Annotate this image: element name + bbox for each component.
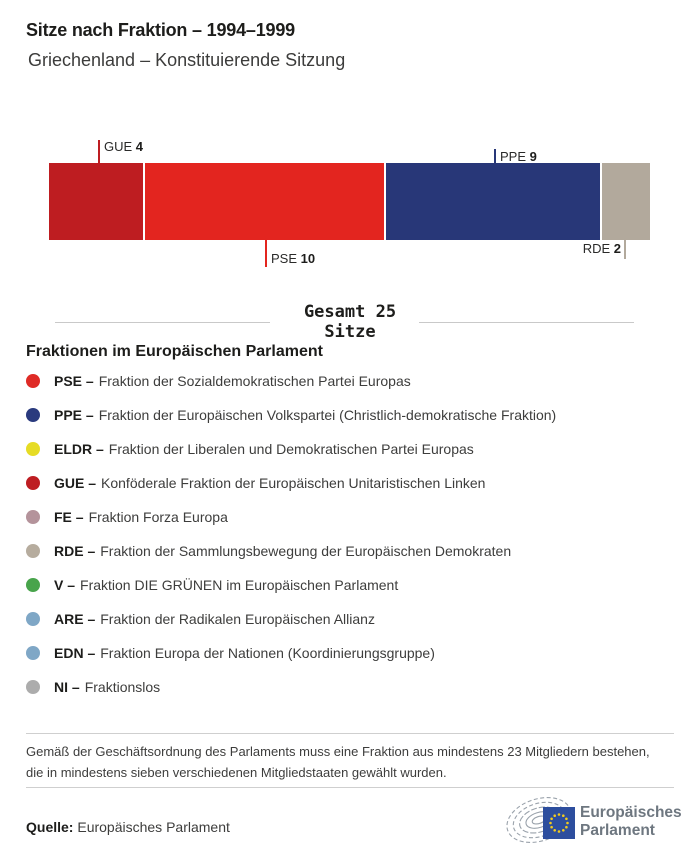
page-title: Sitze nach Fraktion – 1994–1999 xyxy=(26,20,295,40)
legend-name: Fraktion der Sammlungsbewegung der Europ… xyxy=(100,543,512,559)
source-value: Europäisches Parlament xyxy=(77,819,230,835)
legend-item-ni: NI – Fraktionslos xyxy=(26,670,676,704)
logo-text-line2: Parlament xyxy=(580,822,655,839)
eu-flag-icon xyxy=(543,807,575,839)
pse-label-code: PSE xyxy=(271,251,298,266)
gue-label-code: GUE xyxy=(104,139,133,154)
legend-item-rde: RDE – Fraktion der Sammlungsbewegung der… xyxy=(26,534,676,568)
legend-code: ELDR – xyxy=(54,441,104,457)
ni-color-dot xyxy=(26,680,40,694)
legend-name: Fraktion Forza Europa xyxy=(88,509,228,525)
eldr-color-dot xyxy=(26,442,40,456)
ppe-label-code: PPE xyxy=(500,149,527,164)
footnote-rule-top xyxy=(26,733,674,734)
legend-code: GUE – xyxy=(54,475,97,491)
legend-item-are: ARE – Fraktion der Radikalen Europäische… xyxy=(26,602,676,636)
ppe-label: PPE 9 xyxy=(500,149,537,164)
legend-name: Fraktion Europa der Nationen (Koordinier… xyxy=(100,645,435,661)
fe-color-dot xyxy=(26,510,40,524)
legend-code: EDN – xyxy=(54,645,96,661)
total-divider-right xyxy=(419,322,634,323)
legend-name: Fraktion der Radikalen Europäischen Alli… xyxy=(100,611,375,627)
legend-item-fe: FE – Fraktion Forza Europa xyxy=(26,500,676,534)
legend-code: ARE – xyxy=(54,611,96,627)
legend-item-ppe: PPE – Fraktion der Europäischen Volkspar… xyxy=(26,398,676,432)
pse-leader-line xyxy=(265,240,267,267)
legend-code: PPE – xyxy=(54,407,94,423)
seats-stacked-bar xyxy=(49,163,650,240)
legend-code: RDE – xyxy=(54,543,96,559)
legend-list: PSE – Fraktion der Sozialdemokratischen … xyxy=(26,364,676,704)
logo-text-line1: Europäisches xyxy=(580,804,681,821)
legend-item-v: V – Fraktion DIE GRÜNEN im Europäischen … xyxy=(26,568,676,602)
source-label: Quelle: xyxy=(26,819,74,835)
rde-color-dot xyxy=(26,544,40,558)
gue-label: GUE 4 xyxy=(104,139,143,154)
edn-color-dot xyxy=(26,646,40,660)
total-divider-left xyxy=(55,322,270,323)
pse-color-dot xyxy=(26,374,40,388)
legend-code: V – xyxy=(54,577,76,593)
v-color-dot xyxy=(26,578,40,592)
legend-name: Fraktionslos xyxy=(84,679,161,695)
pse-label-seats: 10 xyxy=(300,251,316,266)
rde-label-seats: 2 xyxy=(613,241,621,256)
rde-leader-line xyxy=(624,240,626,259)
bar-segment-gue xyxy=(49,163,146,240)
footnote-rule-bottom xyxy=(26,787,674,788)
legend-name: Fraktion der Europäischen Volkspartei (C… xyxy=(98,407,557,423)
legend-heading: Fraktionen im Europäischen Parlament xyxy=(26,343,323,360)
bar-segment-rde xyxy=(601,163,650,240)
legend-name: Fraktion der Liberalen und Demokratische… xyxy=(108,441,474,457)
pse-label: PSE 10 xyxy=(271,251,315,266)
legend-code: NI – xyxy=(54,679,80,695)
ppe-color-dot xyxy=(26,408,40,422)
gue-label-seats: 4 xyxy=(135,139,144,154)
gue-leader-line xyxy=(98,140,100,163)
legend-item-eldr: ELDR – Fraktion der Liberalen und Demokr… xyxy=(26,432,676,466)
legend-name: Fraktion DIE GRÜNEN im Europäischen Parl… xyxy=(80,577,399,593)
bar-segment-ppe xyxy=(385,163,602,240)
european-parliament-logo: Europäisches Parlament xyxy=(506,797,681,843)
total-seats-label: Gesamt 25 Sitze xyxy=(252,302,448,342)
ppe-leader-line xyxy=(494,149,496,163)
ppe-label-seats: 9 xyxy=(529,149,537,164)
gue-color-dot xyxy=(26,476,40,490)
total-seats-line2: Sitze xyxy=(324,322,376,342)
are-color-dot xyxy=(26,612,40,626)
source-line: Quelle: Europäisches Parlament xyxy=(26,819,230,835)
legend-name: Konföderale Fraktion der Europäischen Un… xyxy=(101,475,486,491)
legend-item-edn: EDN – Fraktion Europa der Nationen (Koor… xyxy=(26,636,676,670)
rde-label: RDE 2 xyxy=(583,241,621,256)
bar-segment-pse xyxy=(145,163,386,240)
footnote-text: Gemäß der Geschäftsordnung des Parlament… xyxy=(26,744,650,780)
legend-item-gue: GUE – Konföderale Fraktion der Europäisc… xyxy=(26,466,676,500)
total-seats-line1: Gesamt 25 xyxy=(303,302,397,322)
legend-code: FE – xyxy=(54,509,84,525)
legend-code: PSE – xyxy=(54,373,94,389)
page-subtitle: Griechenland – Konstituierende Sitzung xyxy=(28,50,346,70)
rde-label-code: RDE xyxy=(582,241,611,256)
legend-name: Fraktion der Sozialdemokratischen Partei… xyxy=(98,373,411,389)
legend-item-pse: PSE – Fraktion der Sozialdemokratischen … xyxy=(26,364,676,398)
